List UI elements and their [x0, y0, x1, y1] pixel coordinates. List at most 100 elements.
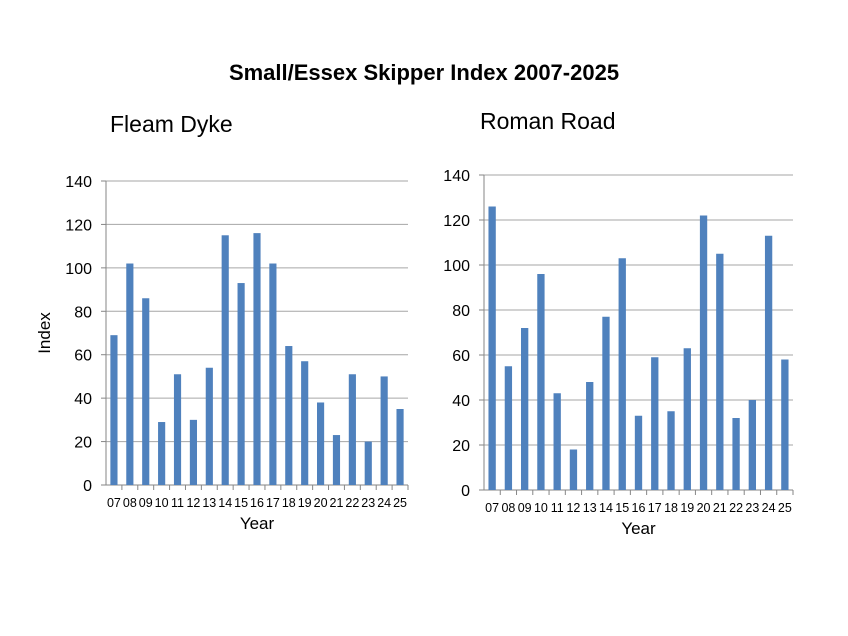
x-tick-label: 08: [123, 496, 137, 510]
bar-22: [732, 418, 740, 490]
x-tick-label: 21: [330, 496, 344, 510]
y-tick-label: 140: [443, 168, 470, 185]
x-tick-label: 18: [664, 501, 678, 515]
x-tick-label: 18: [282, 496, 296, 510]
y-tick-label: 60: [452, 348, 470, 365]
y-tick-label: 40: [74, 391, 92, 408]
bar-19: [683, 348, 691, 490]
y-tick-label: 100: [65, 261, 92, 278]
bar-16: [634, 415, 643, 490]
y-tick-label: 140: [65, 174, 92, 191]
x-tick-label: 12: [186, 496, 200, 510]
y-tick-label: 100: [443, 258, 470, 275]
x-tick-label: 15: [615, 501, 629, 515]
bar-17: [269, 263, 277, 485]
bar-20: [317, 402, 325, 485]
x-tick-label: 13: [202, 496, 216, 510]
bar-24: [764, 235, 773, 490]
bar-25: [396, 409, 404, 485]
y-tick-label: 120: [443, 213, 470, 230]
x-tick-label: 15: [234, 496, 248, 510]
x-tick-label: 07: [107, 496, 121, 510]
x-tick-label: 14: [599, 501, 613, 515]
bar-23: [364, 441, 372, 485]
chart-title-roman-road: Roman Road: [480, 108, 616, 134]
bar-07: [110, 335, 118, 485]
bar-24: [380, 376, 388, 485]
bar-19: [301, 361, 309, 485]
y-tick-label: 20: [452, 438, 470, 455]
x-tick-label: 09: [518, 501, 532, 515]
x-tick-label: 22: [345, 496, 359, 510]
x-tick-label: 11: [551, 501, 564, 515]
x-tick-label: 19: [298, 496, 312, 510]
bar-08: [504, 366, 513, 490]
x-tick-label: 16: [250, 496, 264, 510]
bar-15: [618, 258, 626, 490]
x-tick-label: 17: [648, 501, 662, 515]
bar-13: [586, 382, 594, 490]
y-tick-label: 0: [461, 483, 470, 500]
x-tick-label: 07: [485, 501, 499, 515]
roman-road-chart: 0 20 40 60 80 100 120 140 07 08 09 10 11 12 13 14 15 16 17…: [443, 168, 794, 538]
bar-18: [285, 346, 293, 485]
y-tick-label: 120: [65, 217, 92, 234]
x-tick-label: 20: [697, 501, 711, 515]
bar-11: [553, 393, 561, 490]
x-tick-label: 10: [534, 501, 548, 515]
x-tick-label: 25: [778, 501, 792, 515]
y-axis-label: Index: [35, 312, 54, 354]
bar-14: [602, 316, 610, 490]
x-tick-label: 16: [632, 501, 646, 515]
y-tick-label: 60: [74, 348, 92, 365]
bar-22: [348, 374, 356, 485]
bar-12: [569, 449, 578, 490]
chart-title-fleam-dyke: Fleam Dyke: [110, 111, 233, 137]
x-tick-label: 08: [501, 501, 515, 515]
x-tick-label: 10: [155, 496, 169, 510]
bar-13: [205, 367, 213, 485]
x-tick-label: 25: [393, 496, 407, 510]
x-tick-label: 12: [566, 501, 580, 515]
y-tick-label: 80: [452, 303, 470, 320]
x-tick-label: 09: [139, 496, 153, 510]
x-tick-label: 24: [377, 496, 391, 510]
bar-14: [221, 235, 229, 485]
y-tick-label: 40: [452, 393, 470, 410]
x-tick-label: 20: [314, 496, 328, 510]
x-tick-label: 23: [361, 496, 375, 510]
bar-10: [537, 274, 545, 490]
x-tick-label: 23: [745, 501, 759, 515]
x-tick-label: 13: [583, 501, 597, 515]
bar-11: [173, 374, 182, 485]
bar-08: [126, 263, 134, 485]
bar-23: [748, 400, 757, 490]
bar-09: [142, 298, 150, 485]
main-title: Small/Essex Skipper Index 2007-2025: [229, 60, 619, 85]
bar-17: [651, 357, 659, 490]
x-tick-label: 22: [729, 501, 743, 515]
bar-16: [253, 233, 261, 485]
x-tick-label: 14: [218, 496, 232, 510]
y-tick-label: 20: [74, 435, 92, 452]
x-tick-label: 11: [171, 496, 184, 510]
bar-12: [189, 419, 197, 485]
bar-09: [520, 328, 529, 490]
bar-18: [667, 411, 675, 490]
bar-21: [332, 435, 341, 485]
bar-20: [699, 215, 708, 490]
x-tick-label: 24: [762, 501, 776, 515]
x-axis-label: Year: [621, 519, 656, 538]
bar-10: [158, 422, 166, 485]
x-tick-label: 19: [680, 501, 694, 515]
x-axis-label: Year: [240, 514, 275, 533]
bar-25: [781, 359, 789, 490]
bar-07: [488, 206, 496, 490]
y-tick-label: 0: [83, 478, 92, 495]
x-tick-label: 17: [266, 496, 280, 510]
bar-21: [716, 253, 724, 490]
x-tick-label: 21: [713, 501, 727, 515]
fleam-dyke-chart: 0 20 40 60 80 100 120 140 07 08 09 10 11 12 13 14 15 16 17…: [35, 174, 409, 533]
bar-15: [237, 283, 245, 485]
